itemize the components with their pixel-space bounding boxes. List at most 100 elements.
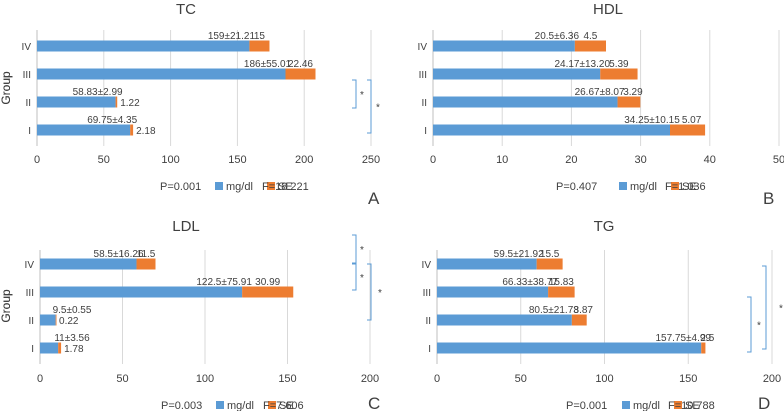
data-label-mean: 66.33±38.77 <box>502 277 558 288</box>
bar-se <box>55 314 57 326</box>
data-label-se: 30.99 <box>255 277 280 288</box>
y-tick-label: III <box>423 288 431 299</box>
legend-swatch-se <box>268 401 276 409</box>
chart-panel-tg: 0 50 100 150 200 TG Group I 157.75±4.992.5 II 80.5… <box>0 218 783 411</box>
x-tick-label: 30 <box>634 154 646 166</box>
bar-se <box>670 124 706 136</box>
bar-mean <box>37 68 286 80</box>
x-tick-label: 50 <box>515 373 527 385</box>
y-tick-label: I <box>424 126 427 137</box>
legend-swatch-mean <box>215 182 223 190</box>
bar-mean <box>433 96 618 108</box>
data-label-mean: 58.5±16.26 <box>94 249 144 260</box>
y-axis-label: Group <box>0 71 13 105</box>
legend-label-se: SE <box>685 400 700 411</box>
significance-bracket <box>352 263 357 291</box>
significance-bracket <box>747 296 752 353</box>
bar-mean <box>433 124 671 136</box>
data-label-se: 5.07 <box>682 115 702 126</box>
x-tick-label: 150 <box>228 154 246 166</box>
bar-se <box>571 314 587 326</box>
chart-title: HDL <box>593 1 623 18</box>
x-tick-label: 10 <box>496 154 508 166</box>
x-tick-label: 40 <box>704 154 716 166</box>
p-value: P=0.407 <box>556 181 597 193</box>
bar-mean <box>40 314 56 326</box>
f-value: F=10.788 <box>668 400 715 411</box>
panel-letter: B <box>763 189 774 208</box>
f-value: F=18.221 <box>262 181 309 193</box>
y-tick-label: IV <box>418 42 428 53</box>
data-label-mean: 9.5±0.55 <box>53 305 92 316</box>
significance-star: * <box>378 288 382 299</box>
chart-title: TC <box>176 1 196 18</box>
data-label-se: 8.87 <box>574 305 594 316</box>
x-tick-label: 150 <box>679 373 697 385</box>
significance-star: * <box>360 90 364 101</box>
significance-bracket <box>352 234 357 264</box>
data-label-se: 4.5 <box>583 31 597 42</box>
y-tick-label: III <box>26 288 34 299</box>
data-label-mean: 34.25±10.15 <box>624 115 680 126</box>
x-tick-label: 200 <box>763 373 781 385</box>
data-label-se: 15 <box>254 31 266 42</box>
bar-mean <box>40 286 243 298</box>
y-tick-label: I <box>31 344 34 355</box>
data-label-mean: 122.5±75.91 <box>196 277 252 288</box>
bar-se <box>617 96 641 108</box>
bar-mean <box>37 96 116 108</box>
significance-bracket <box>367 263 372 321</box>
x-tick-label: 0 <box>34 154 40 166</box>
bar-mean <box>433 40 575 52</box>
data-label-mean: 20.5±6.36 <box>535 31 580 42</box>
x-tick-label: 100 <box>595 373 613 385</box>
data-label-se: 2.18 <box>136 126 156 137</box>
y-tick-label: IV <box>25 260 35 271</box>
bar-mean <box>437 286 549 298</box>
panel-letter: A <box>368 189 380 208</box>
bar-mean <box>433 68 601 80</box>
f-value: F=1.036 <box>665 181 706 193</box>
bar-se <box>536 258 563 270</box>
data-label-se: 1.22 <box>120 98 140 109</box>
bar-mean <box>437 342 702 354</box>
legend-label-mean: mg/dl <box>226 181 253 193</box>
legend-swatch-se <box>267 182 275 190</box>
bar-se <box>130 124 134 136</box>
bar-mean <box>37 124 131 136</box>
legend-swatch-mean <box>622 401 630 409</box>
bar-mean <box>437 314 572 326</box>
data-label-se: 2.5 <box>700 333 714 344</box>
significance-star: * <box>779 304 783 315</box>
y-axis-label: Group <box>0 289 13 323</box>
x-tick-label: 250 <box>362 154 380 166</box>
bar-se <box>136 258 156 270</box>
x-tick-label: 200 <box>361 373 379 385</box>
data-label-mean: 157.75±4.99 <box>655 333 711 344</box>
y-tick-label: IV <box>422 260 432 271</box>
data-label-mean: 59.5±21.92 <box>494 249 544 260</box>
significance-star: * <box>376 103 380 114</box>
panel-letter: C <box>368 394 380 411</box>
legend-label-se: SE <box>279 400 294 411</box>
significance-bracket <box>352 79 357 109</box>
significance-bracket <box>367 79 372 134</box>
y-axis-label: Group <box>0 71 13 105</box>
bar-mean <box>40 258 137 270</box>
x-tick-label: 20 <box>565 154 577 166</box>
data-label-mean: 11±3.56 <box>54 333 90 344</box>
x-tick-label: 100 <box>196 373 214 385</box>
y-tick-label: III <box>23 70 31 81</box>
bar-se <box>249 40 270 52</box>
bar-se <box>242 286 294 298</box>
legend-label-mean: mg/dl <box>633 400 660 411</box>
legend-swatch-mean <box>619 182 627 190</box>
data-label-mean: 159±21.21 <box>208 31 256 42</box>
legend-swatch-se <box>671 182 679 190</box>
chart-title: TG <box>594 218 615 235</box>
legend-label-mean: mg/dl <box>630 181 657 193</box>
data-label-se: 11.5 <box>137 249 156 260</box>
bar-mean <box>37 40 250 52</box>
x-tick-label: 0 <box>434 373 440 385</box>
